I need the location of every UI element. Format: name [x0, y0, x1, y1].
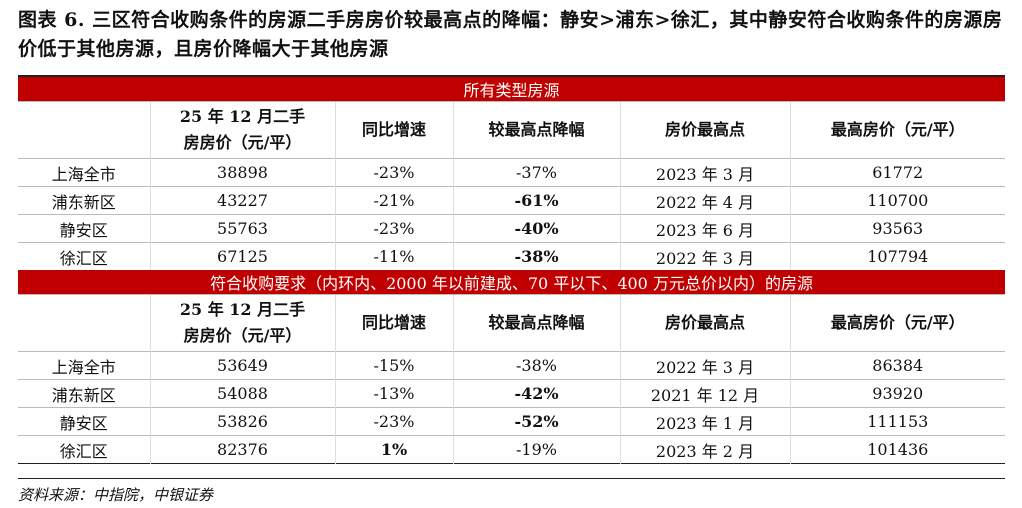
data-row: 静安区 55763 -23% -40% 2023 年 6 月 93563 [18, 214, 1006, 243]
data-row: 浦东新区 54088 -13% -42% 2021 年 12 月 93920 [18, 379, 1006, 408]
cell: 静安区 [18, 407, 150, 436]
column-header: 较最高点降幅 [452, 101, 620, 159]
column-header: 房价最高点 [619, 101, 790, 159]
data-row: 浦东新区 43227 -21% -61% 2022 年 4 月 110700 [18, 186, 1006, 215]
data-table: 所有类型房源 25 年 12 月二手房房价（元/平） 同比增速 较最高点降幅 房价最高点… [18, 75, 1006, 464]
cell: 82376 [149, 435, 335, 464]
column-header-text: 较最高点降幅 [488, 313, 585, 332]
header-row: 25 年 12 月二手房房价（元/平） 同比增速 较最高点降幅 房价最高点 最高房价（元… [18, 101, 1006, 159]
cell: -13% [334, 379, 453, 408]
cell: -38% [452, 242, 620, 270]
cell: 2021 年 12 月 [619, 379, 790, 408]
cell: 浦东新区 [18, 186, 150, 215]
column-header [18, 101, 150, 159]
cell: 53649 [149, 351, 335, 380]
cell: 徐汇区 [18, 242, 150, 270]
cell: -38% [452, 351, 620, 380]
cell: 67125 [149, 242, 335, 270]
section-heading: 符合收购要求（内环内、2000 年以前建成、70 平以下、400 万元总价以内）… [18, 270, 1006, 295]
cell: 上海全市 [18, 351, 150, 380]
figure-title: 图表 6. 三区符合收购条件的房源二手房房价较最高点的降幅：静安>浦东>徐汇，其… [18, 9, 1003, 60]
cell: -42% [452, 379, 620, 408]
cell: -52% [452, 407, 620, 436]
cell: 2023 年 1 月 [619, 407, 790, 436]
cell: 上海全市 [18, 158, 150, 187]
cell: 静安区 [18, 214, 150, 243]
cell: 107794 [789, 242, 1006, 270]
column-header-text: 25 年 12 月二手房房价（元/平） [179, 107, 306, 152]
cell: 55763 [149, 214, 335, 243]
cell: 38898 [149, 158, 335, 187]
divider [18, 478, 1005, 479]
header-row: 25 年 12 月二手房房价（元/平） 同比增速 较最高点降幅 房价最高点 最高房价（元… [18, 294, 1006, 352]
cell: 86384 [789, 351, 1006, 380]
cell: 2022 年 4 月 [619, 186, 790, 215]
cell: -23% [334, 214, 453, 243]
cell: -11% [334, 242, 453, 270]
cell: 61772 [789, 158, 1006, 187]
cell: 徐汇区 [18, 435, 150, 464]
column-header: 较最高点降幅 [452, 294, 620, 352]
column-header [18, 294, 150, 352]
cell: 93920 [789, 379, 1006, 408]
column-header: 最高房价（元/平） [789, 294, 1006, 352]
cell: 101436 [789, 435, 1006, 464]
data-row: 上海全市 53649 -15% -38% 2022 年 3 月 86384 [18, 351, 1006, 380]
section-banner: 所有类型房源 [18, 76, 1006, 102]
data-row: 上海全市 38898 -23% -37% 2023 年 3 月 61772 [18, 158, 1006, 187]
cell: 2023 年 6 月 [619, 214, 790, 243]
cell: 43227 [149, 186, 335, 215]
cell: 1% [334, 435, 453, 464]
cell: -19% [452, 435, 620, 464]
section-heading: 所有类型房源 [18, 76, 1006, 102]
cell: 93563 [789, 214, 1006, 243]
cell: 2023 年 3 月 [619, 158, 790, 187]
cell: 54088 [149, 379, 335, 408]
cell: 2022 年 3 月 [619, 351, 790, 380]
cell: -40% [452, 214, 620, 243]
column-header-text: 房价最高点 [664, 313, 745, 332]
cell: 2022 年 3 月 [619, 242, 790, 270]
cell: -23% [334, 407, 453, 436]
data-row: 徐汇区 82376 1% -19% 2023 年 2 月 101436 [18, 435, 1006, 464]
column-header: 同比增速 [334, 101, 453, 159]
cell: -23% [334, 158, 453, 187]
cell: 2023 年 2 月 [619, 435, 790, 464]
data-row: 徐汇区 67125 -11% -38% 2022 年 3 月 107794 [18, 242, 1006, 270]
cell: 110700 [789, 186, 1006, 215]
cell: 111153 [789, 407, 1006, 436]
column-header-text: 最高房价（元/平） [830, 120, 965, 139]
column-header-text: 较最高点降幅 [488, 120, 585, 139]
cell: -15% [334, 351, 453, 380]
cell: -21% [334, 186, 453, 215]
column-header: 25 年 12 月二手房房价（元/平） [149, 294, 335, 352]
column-header-text: 房价最高点 [664, 120, 745, 139]
column-header: 房价最高点 [619, 294, 790, 352]
cell: -37% [452, 158, 620, 187]
section-banner: 符合收购要求（内环内、2000 年以前建成、70 平以下、400 万元总价以内）… [18, 270, 1006, 295]
column-header-text: 同比增速 [361, 120, 426, 139]
cell: 53826 [149, 407, 335, 436]
column-header: 最高房价（元/平） [789, 101, 1006, 159]
column-header-text: 25 年 12 月二手房房价（元/平） [179, 300, 306, 345]
column-header: 25 年 12 月二手房房价（元/平） [149, 101, 335, 159]
column-header: 同比增速 [334, 294, 453, 352]
data-row: 静安区 53826 -23% -52% 2023 年 1 月 111153 [18, 407, 1006, 436]
cell: -61% [452, 186, 620, 215]
column-header-text: 最高房价（元/平） [830, 313, 965, 332]
source-note: 资料来源：中指院，中银证券 [18, 486, 214, 504]
column-header-text: 同比增速 [361, 313, 426, 332]
cell: 浦东新区 [18, 379, 150, 408]
